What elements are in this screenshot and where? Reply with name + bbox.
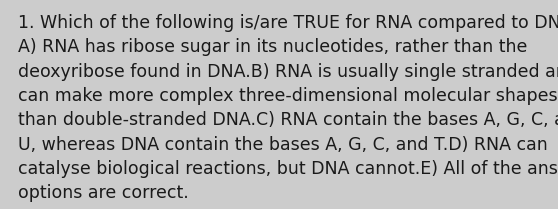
Text: 1. Which of the following is/are TRUE for RNA compared to DNA?
A) RNA has ribose: 1. Which of the following is/are TRUE fo… bbox=[18, 14, 558, 202]
